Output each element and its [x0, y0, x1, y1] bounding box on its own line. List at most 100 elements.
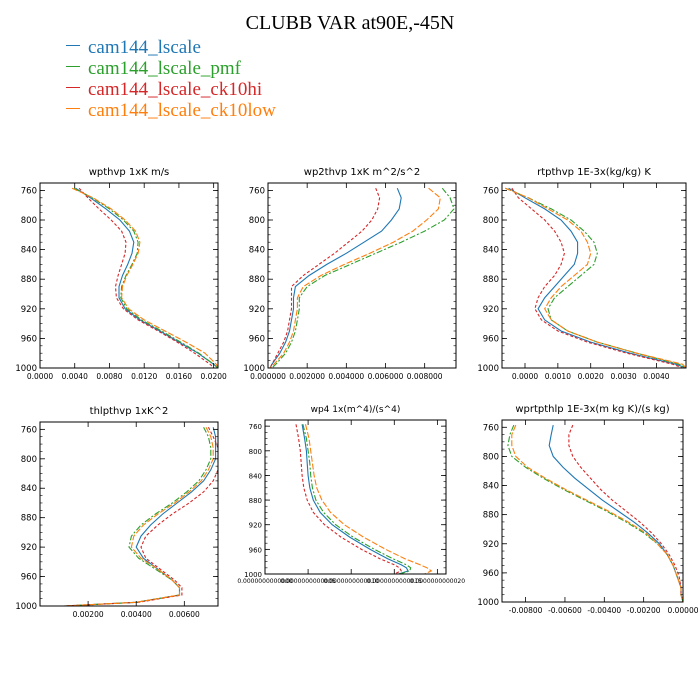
panel-title: thlpthvp 1xK^2 [90, 406, 169, 417]
legend-line-swatch [66, 66, 80, 68]
plot-panel: wp2thvp 1xK m^2/s^2 760 800 840 880 920 960 100… [243, 167, 457, 381]
y-tick-label: 840 [483, 246, 499, 256]
y-tick-label: 880 [483, 275, 499, 285]
y-tick-label: 800 [249, 216, 265, 226]
legend-label: cam144_lscale [88, 37, 201, 58]
series-line [64, 426, 218, 606]
series-line [505, 187, 686, 368]
y-tick-label: 1000 [15, 602, 37, 612]
y-tick-label: 880 [249, 497, 262, 505]
y-tick-label: 760 [249, 186, 265, 196]
x-tick-label: 0.00600 [169, 610, 200, 619]
y-tick-label: 920 [249, 305, 265, 315]
plot-panel: rtpthvp 1E-3x(kg/kg) K 760 800 840 880 920 960… [477, 167, 687, 381]
x-tick-label: 0.004000 [328, 372, 364, 381]
legend-label: cam144_lscale_pmf [88, 58, 242, 79]
y-tick-label: 960 [21, 334, 37, 344]
x-tick-label: 0.0000000000000 [237, 578, 293, 585]
y-tick-label: 920 [483, 540, 499, 550]
y-tick-label: 960 [249, 334, 265, 344]
legend: cam144_lscale cam144_lscale_pmf cam144_l… [66, 37, 276, 121]
series-line [302, 424, 412, 574]
legend-label: cam144_lscale_ck10low [88, 100, 276, 121]
y-tick-label: 840 [249, 472, 262, 480]
y-tick-label: 1000 [243, 364, 265, 374]
x-tick-label: 0.0030 [610, 372, 636, 381]
legend-line-swatch [66, 108, 80, 110]
y-tick-label: 760 [483, 186, 499, 196]
series-line [507, 424, 683, 602]
chart-title: CLUBB VAR at90E,-45N [245, 12, 455, 34]
y-tick-label: 840 [249, 246, 265, 256]
panel-title: rtpthvp 1E-3x(kg/kg) K [537, 167, 651, 178]
x-tick-label: -0.00400 [587, 606, 621, 615]
x-tick-label: 0.00000 [667, 606, 698, 615]
x-tick-label: 0.002000 [289, 372, 325, 381]
x-tick-label: 0.0000000000005 [280, 578, 336, 585]
y-tick-label: 960 [483, 569, 499, 579]
x-tick-label: -0.00200 [627, 606, 661, 615]
x-tick-label: 0.00400 [121, 610, 152, 619]
plot-panel: wp4 1x(m^4)/(s^4)76080084088092096010000… [237, 405, 465, 585]
series-line [508, 187, 686, 368]
series-line [269, 187, 402, 368]
panel-title: wp4 1x(m^4)/(s^4) [311, 405, 401, 415]
x-tick-label: 0.0000000000015 [367, 578, 423, 585]
panel-title: wpthvp 1xK m/s [89, 167, 170, 178]
series-line [269, 187, 441, 368]
y-tick-label: 1000 [477, 598, 499, 608]
y-tick-label: 760 [249, 423, 262, 431]
series-line [568, 424, 683, 602]
series-line [71, 187, 218, 368]
y-tick-label: 800 [21, 455, 37, 465]
y-tick-label: 840 [21, 246, 37, 256]
series-line [295, 424, 402, 574]
series-line [75, 187, 218, 368]
legend-label: cam144_lscale_ck10hi [88, 79, 263, 100]
x-tick-label: 0.0000 [27, 372, 53, 381]
series-line [271, 187, 455, 368]
legend-line-swatch [66, 45, 80, 47]
y-tick-label: 880 [21, 275, 37, 285]
x-tick-label: 0.0200 [201, 372, 227, 381]
y-tick-label: 920 [21, 305, 37, 315]
plot-frame [501, 419, 684, 603]
y-tick-label: 800 [249, 448, 262, 456]
y-tick-label: 960 [21, 573, 37, 583]
x-tick-label: 0.008000 [407, 372, 443, 381]
y-tick-label: 800 [21, 216, 37, 226]
plot-panel: thlpthvp 1xK^2 760 800 840 880 920 960 1000 0.00… [15, 406, 219, 619]
legend-item: cam144_lscale_pmf [66, 58, 276, 79]
y-tick-label: 840 [21, 484, 37, 494]
x-tick-label: 0.0000000000010 [324, 578, 380, 585]
series-line [78, 187, 215, 368]
plot-frame [39, 182, 219, 369]
y-tick-label: 1000 [244, 571, 262, 579]
x-tick-label: 0.000000 [250, 372, 286, 381]
y-tick-label: 800 [483, 452, 499, 462]
series-line [304, 424, 433, 574]
y-tick-label: 960 [249, 546, 262, 554]
plot-frame [39, 421, 219, 607]
y-tick-label: 920 [483, 305, 499, 315]
x-tick-label: 0.00200 [73, 610, 104, 619]
y-tick-label: 760 [21, 425, 37, 435]
y-tick-label: 920 [21, 543, 37, 553]
legend-line-swatch [66, 87, 80, 89]
legend-item: cam144_lscale [66, 37, 276, 58]
plot-frame [267, 182, 457, 369]
x-tick-label: 0.0000000000020 [410, 578, 466, 585]
panel-title: wp2thvp 1xK m^2/s^2 [304, 167, 420, 178]
series-line [505, 187, 686, 368]
series-line [64, 426, 212, 606]
y-tick-label: 960 [483, 334, 499, 344]
y-tick-label: 800 [483, 216, 499, 226]
y-tick-label: 880 [249, 275, 265, 285]
series-line [73, 187, 218, 368]
y-tick-label: 880 [21, 514, 37, 524]
x-tick-label: -0.00600 [548, 606, 582, 615]
x-tick-label: 0.0120 [131, 372, 157, 381]
series-line [301, 424, 409, 574]
x-tick-label: 0.0020 [578, 372, 604, 381]
